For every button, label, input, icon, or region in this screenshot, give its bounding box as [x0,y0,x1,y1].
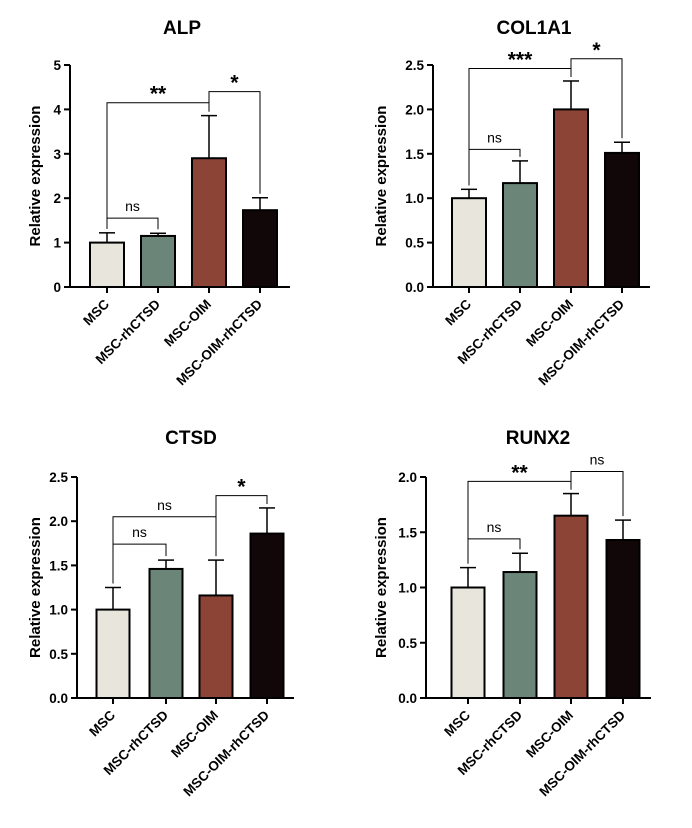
bar-msc [450,586,486,699]
category-label: MSC [441,707,473,739]
bar-msc-oim-rhctsd [605,538,641,699]
significance-label: * [237,476,246,499]
category-label: MSC-OIM [523,297,576,350]
y-axis-label: Relative expression [27,517,44,658]
bar-msc-oim [553,108,589,289]
bar-msc-oim [191,157,227,288]
significance-label: ns [487,129,502,145]
significance-bracket [467,538,521,564]
chart-title: ALP [163,18,201,39]
bar-msc-oim [198,594,234,699]
category-label: MSC [442,296,474,328]
bar-msc-oim-rhctsd [242,209,278,288]
significance-bracket [570,470,624,517]
bar-msc [89,241,125,289]
y-tick-label: 2.5 [49,470,68,485]
significance-bracket [208,91,261,194]
y-tick-label: 0.5 [49,647,68,662]
y-tick-label: 1.0 [398,581,417,596]
y-tick-label: 2.5 [405,58,424,73]
significance-label: ** [511,461,528,484]
significance-label: ns [157,497,172,513]
y-tick-label: 5 [53,58,61,73]
chart-title: CTSD [165,428,217,449]
chart-title: RUNX2 [506,428,570,449]
chart-panel-col1a1: COL1A1 Relative expression 0.0 0.5 1.0 1.5 2.0… [373,18,650,388]
bar-msc-oim-rhctsd [604,151,640,288]
significance-label: ns [487,519,502,535]
y-tick-label: 0.0 [49,691,68,706]
bar-msc-rhctsd [148,567,184,699]
significance-label: * [230,72,239,95]
y-tick-label: 0.5 [405,236,424,251]
y-tick-label: 0.0 [398,691,417,706]
chart-panel-ctsd: CTSD Relative expression 0.0 0.5 1.0 1.5 2.0 2.… [27,428,294,799]
category-label: MSC-OIM [523,708,576,761]
y-tick-label: 3 [53,147,61,162]
y-tick-label: 1.0 [405,191,424,206]
bar-msc [451,197,487,288]
category-label: MSC [86,707,118,739]
significance-label: * [592,39,601,62]
y-tick-label: 1.5 [405,147,424,162]
y-tick-label: 2 [53,191,61,206]
significance-bracket [468,148,521,186]
category-label: MSC [80,296,112,328]
category-label: MSC-OIM [161,297,214,350]
y-tick-label: 1.5 [398,525,417,540]
y-tick-label: 0 [53,280,61,295]
bar-msc-oim-rhctsd [249,532,285,699]
category-label: MSC-OIM-rhCTSD [536,707,628,799]
significance-label: ** [150,83,167,106]
y-axis-label: Relative expression [373,106,390,247]
bar-msc-rhctsd [140,234,176,289]
y-tick-label: 2.0 [398,470,417,485]
chart-panel-runx2: RUNX2 Relative expression 0.0 0.5 1.0 1.5 2.0 M… [373,428,651,799]
y-tick-label: 1.5 [49,558,68,573]
bar-msc [95,608,131,699]
y-tick-label: 4 [53,102,61,117]
bar-msc-rhctsd [502,571,538,700]
y-axis-label: Relative expression [373,517,390,658]
category-label: MSC-OIM [168,708,221,761]
category-label: MSC-OIM-rhCTSD [535,296,627,388]
y-tick-label: 2.0 [405,102,424,117]
y-axis-label: Relative expression [27,106,44,247]
y-tick-label: 0.5 [398,636,417,651]
significance-label: ns [125,198,140,214]
bar-msc-oim [553,514,589,699]
significance-label: *** [508,49,533,72]
category-label: MSC-OIM-rhCTSD [180,707,272,799]
chart-title: COL1A1 [497,18,572,39]
significance-bracket [570,58,623,139]
y-tick-label: 0.0 [405,280,424,295]
y-tick-label: 1 [53,236,61,251]
significance-label: ns [590,451,605,467]
significance-label: ns [132,524,147,540]
y-tick-label: 1.0 [49,603,68,618]
y-tick-label: 2.0 [49,514,68,529]
bar-msc-rhctsd [502,182,538,288]
significance-bracket [106,217,159,230]
significance-bracket [215,495,268,557]
category-label: MSC-OIM-rhCTSD [173,296,265,388]
